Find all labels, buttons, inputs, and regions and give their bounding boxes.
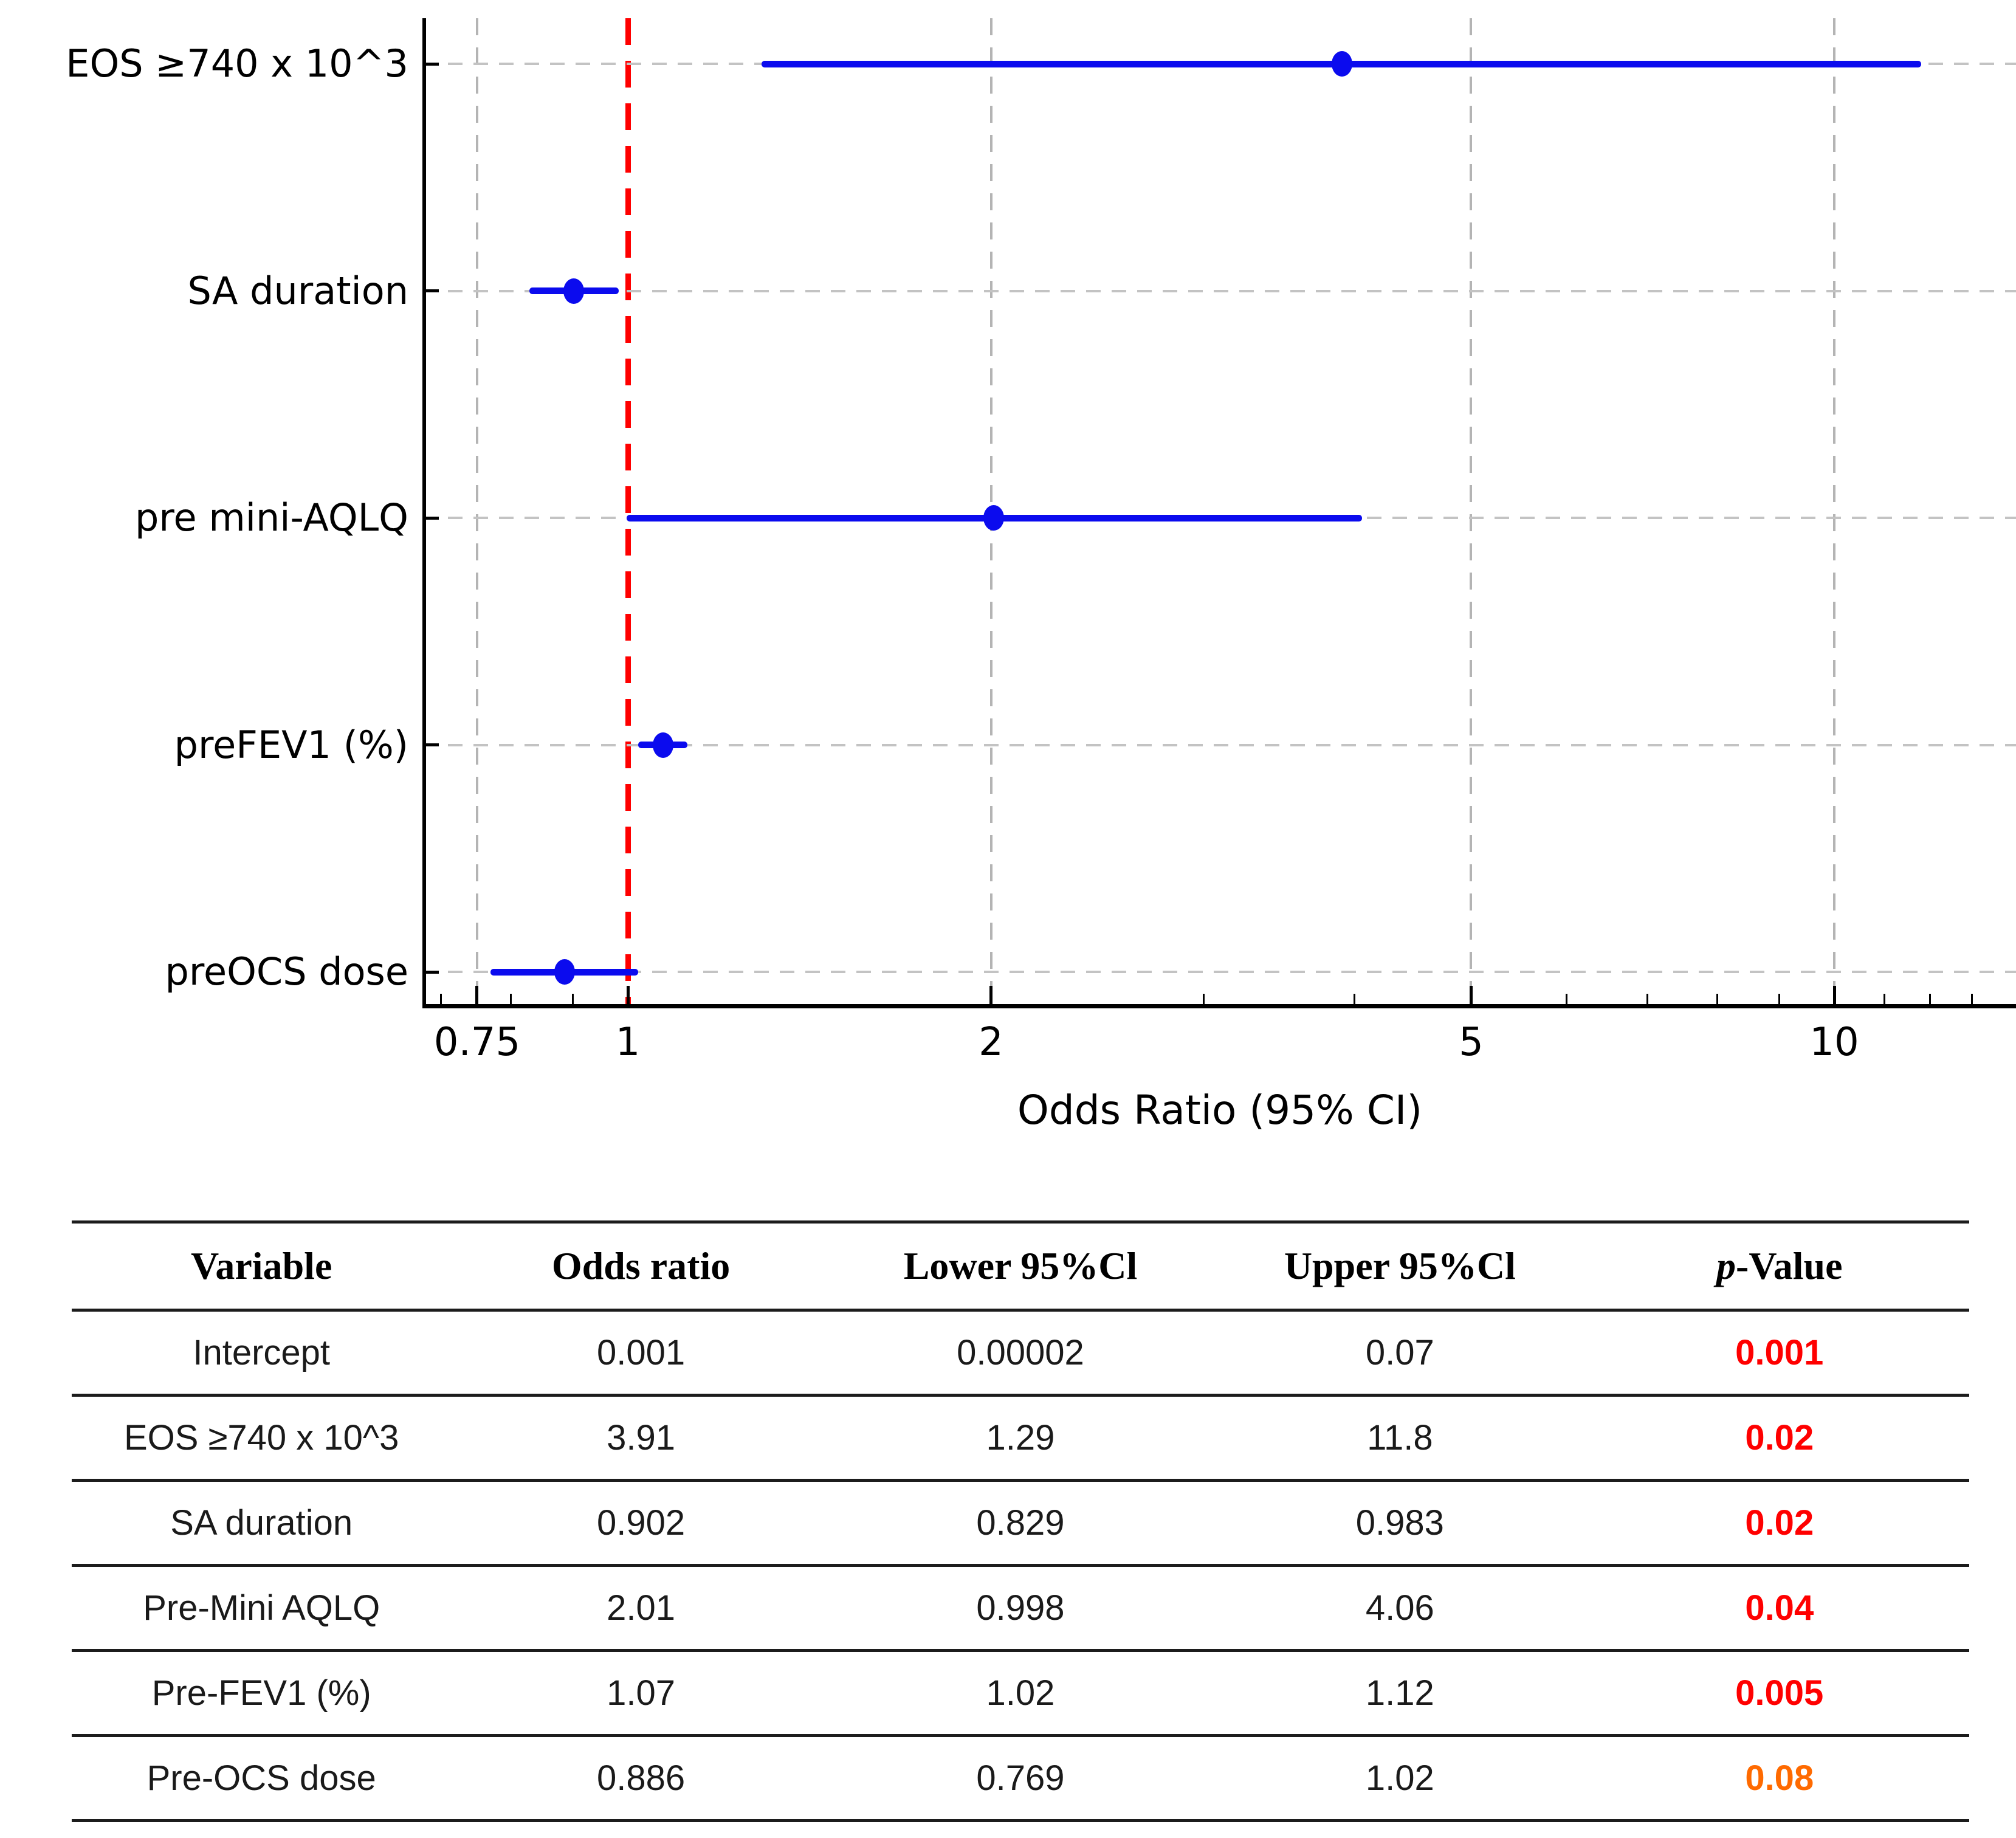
x-minor-tick	[1566, 994, 1568, 1004]
ci-marker	[554, 959, 575, 985]
table-header-cell: Variable	[191, 1244, 332, 1287]
x-minor-tick	[1778, 994, 1780, 1004]
cell-variable: EOS ≥740 x 10^3	[123, 1418, 399, 1458]
table-row: Pre-OCS dose 0.886 0.769 1.02 0.08	[72, 1737, 1969, 1822]
cell-upper-ci: 0.07	[1365, 1333, 1434, 1372]
y-tick	[422, 289, 439, 292]
cell-variable: Pre-Mini AQLQ	[143, 1588, 380, 1628]
y-axis-spine	[422, 18, 426, 1008]
table-row: Pre-FEV1 (%) 1.07 1.02 1.12 0.005	[72, 1652, 1969, 1737]
cell-upper-ci: 1.12	[1365, 1673, 1434, 1713]
x-major-tick	[989, 986, 993, 1004]
table-row: SA duration 0.902 0.829 0.983 0.02	[72, 1482, 1969, 1567]
cell-p-value: 0.08	[1745, 1758, 1814, 1798]
cell-upper-ci: 11.8	[1367, 1418, 1433, 1458]
cell-variable: SA duration	[170, 1503, 353, 1543]
y-tick	[422, 516, 439, 520]
row-gridline	[422, 289, 2016, 292]
x-minor-tick	[1883, 994, 1885, 1004]
table-row: Intercept 0.001 0.00002 0.07 0.001	[72, 1312, 1969, 1397]
row-gridline	[422, 743, 2016, 746]
cell-odds-ratio: 1.07	[607, 1673, 676, 1713]
x-gridline	[1833, 18, 1835, 1004]
ci-marker	[983, 505, 1004, 531]
x-minor-tick	[1716, 994, 1719, 1004]
x-minor-tick	[1353, 994, 1355, 1004]
row-gridline	[422, 971, 2016, 973]
reference-line	[625, 18, 631, 1004]
ci-marker	[653, 732, 674, 758]
cell-lower-ci: 0.829	[976, 1503, 1065, 1543]
x-minor-tick	[1928, 994, 1931, 1004]
y-axis-label: pre mini-AQLQ	[135, 495, 408, 540]
x-minor-tick	[571, 994, 574, 1004]
cell-p-value: 0.02	[1745, 1418, 1814, 1458]
x-axis-title: Odds Ratio (95% CI)	[1017, 1087, 1423, 1134]
table-header-cell: p-Value	[1716, 1244, 1843, 1287]
y-axis-label: SA duration	[187, 268, 408, 313]
cell-variable: Pre-FEV1 (%)	[151, 1673, 371, 1713]
forest-plot: EOS ≥740 x 10^3 SA duration pre mini-AQLQ p…	[66, 18, 2016, 1134]
y-tick	[422, 62, 439, 66]
cell-p-value: 0.02	[1745, 1503, 1814, 1543]
cell-variable: Pre-OCS dose	[146, 1758, 376, 1798]
cell-lower-ci: 1.29	[986, 1418, 1055, 1458]
cell-p-value: 0.001	[1735, 1333, 1824, 1372]
cell-lower-ci: 0.00002	[957, 1333, 1084, 1372]
y-tick	[422, 970, 439, 974]
table-header-cell: Upper 95%Cl	[1284, 1244, 1516, 1287]
cell-odds-ratio: 0.886	[597, 1758, 686, 1798]
x-tick-label: 2	[979, 1020, 1003, 1065]
cell-odds-ratio: 0.902	[597, 1503, 686, 1543]
table-row: EOS ≥740 x 10^3 3.91 1.29 11.8 0.02	[72, 1397, 1969, 1482]
y-axis-label: preOCS dose	[165, 949, 408, 994]
table-header-cell: Odds ratio	[551, 1244, 731, 1287]
cell-lower-ci: 1.02	[986, 1673, 1055, 1713]
x-gridline	[1470, 18, 1473, 1004]
x-minor-tick	[1970, 994, 1973, 1004]
cell-odds-ratio: 3.91	[607, 1418, 676, 1458]
x-minor-tick	[510, 994, 512, 1004]
table-header-cell: Lower 95%Cl	[903, 1244, 1138, 1287]
ci-marker	[1332, 51, 1353, 77]
p-italic: p	[1716, 1244, 1736, 1287]
cell-p-value: 0.04	[1745, 1588, 1814, 1628]
cell-p-value: 0.005	[1735, 1673, 1824, 1713]
x-major-tick	[626, 986, 630, 1004]
cell-odds-ratio: 0.001	[597, 1333, 686, 1372]
ci-marker	[563, 278, 585, 304]
cell-odds-ratio: 2.01	[607, 1588, 676, 1628]
odds-ratio-table: Variable Odds ratio Lower 95%Cl Upper 95%Cl…	[72, 1220, 1969, 1822]
x-axis-spine	[422, 1004, 2016, 1008]
table-header-row: Variable Odds ratio Lower 95%Cl Upper 95%Cl…	[72, 1224, 1969, 1312]
cell-upper-ci: 1.02	[1365, 1758, 1434, 1798]
x-tick-label: 5	[1459, 1020, 1484, 1065]
cell-lower-ci: 0.769	[976, 1758, 1065, 1798]
cell-lower-ci: 0.998	[976, 1588, 1065, 1628]
x-tick-label: 0.75	[433, 1020, 521, 1065]
cell-upper-ci: 4.06	[1365, 1588, 1434, 1628]
cell-upper-ci: 0.983	[1355, 1503, 1444, 1543]
table-row: Pre-Mini AQLQ 2.01 0.998 4.06 0.04	[72, 1567, 1969, 1652]
x-minor-tick	[1646, 994, 1649, 1004]
x-major-tick	[475, 986, 479, 1004]
x-major-tick	[1469, 986, 1473, 1004]
y-axis-label: preFEV1 (%)	[174, 722, 408, 767]
x-tick-label: 10	[1809, 1020, 1859, 1065]
plot-area: EOS ≥740 x 10^3 SA duration pre mini-AQLQ p…	[66, 18, 2016, 1065]
y-tick	[422, 743, 439, 746]
x-minor-tick	[440, 994, 442, 1004]
x-major-tick	[1832, 986, 1836, 1004]
x-gridline	[475, 18, 478, 1004]
cell-variable: Intercept	[193, 1333, 331, 1372]
x-tick-label: 1	[615, 1020, 641, 1065]
x-minor-tick	[1202, 994, 1205, 1004]
y-axis-label: EOS ≥740 x 10^3	[66, 41, 408, 86]
